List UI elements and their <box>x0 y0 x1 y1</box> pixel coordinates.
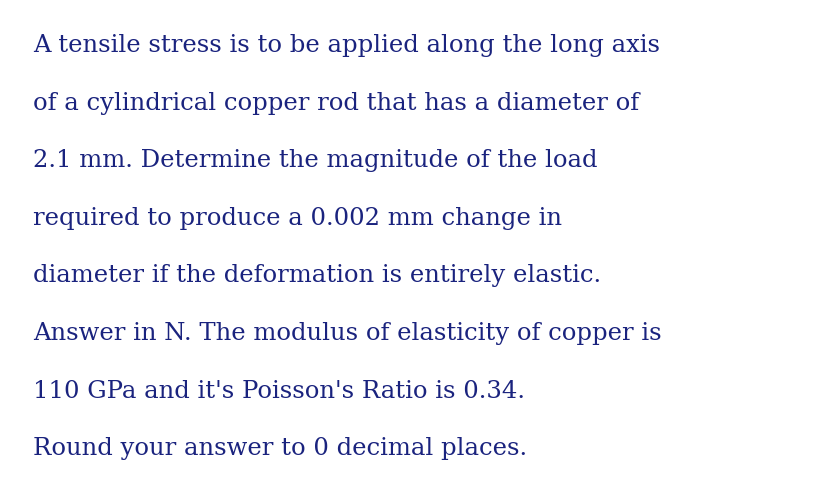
Text: 110 GPa and it's Poisson's Ratio is 0.34.: 110 GPa and it's Poisson's Ratio is 0.34… <box>33 380 525 403</box>
Text: required to produce a 0.002 mm change in: required to produce a 0.002 mm change in <box>33 207 562 230</box>
Text: Round your answer to 0 decimal places.: Round your answer to 0 decimal places. <box>33 437 527 460</box>
Text: 2.1 mm. Determine the magnitude of the load: 2.1 mm. Determine the magnitude of the l… <box>33 149 598 172</box>
Text: of a cylindrical copper rod that has a diameter of: of a cylindrical copper rod that has a d… <box>33 92 639 115</box>
Text: A tensile stress is to be applied along the long axis: A tensile stress is to be applied along … <box>33 34 660 57</box>
Text: diameter if the deformation is entirely elastic.: diameter if the deformation is entirely … <box>33 264 601 287</box>
Text: Answer in N. The modulus of elasticity of copper is: Answer in N. The modulus of elasticity o… <box>33 322 662 345</box>
